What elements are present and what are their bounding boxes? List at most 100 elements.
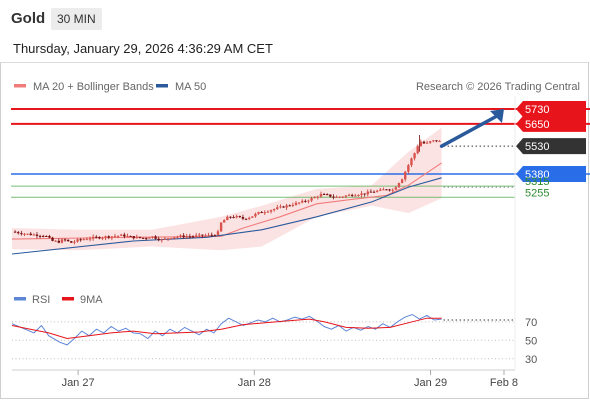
candle-body-1 <box>17 232 20 234</box>
candle-body-114 <box>369 191 373 193</box>
candle-body-132 <box>425 142 429 144</box>
chart-frame <box>0 62 589 399</box>
candle-body-56 <box>188 236 192 238</box>
candle-body-5 <box>29 233 32 236</box>
x-tick-label-1: Jan 28 <box>238 377 271 389</box>
timeframe-button[interactable]: 30 MIN <box>51 8 102 30</box>
candle-body-97 <box>316 196 320 198</box>
candle-body-111 <box>360 193 363 196</box>
candle-body-82 <box>269 210 273 212</box>
candle-body-55 <box>185 236 188 238</box>
candle-body-39 <box>135 236 139 239</box>
candle-body-30 <box>107 236 110 238</box>
candle-body-2 <box>20 233 23 235</box>
candle-body-65 <box>216 231 220 236</box>
level-label-5730: 5730 <box>525 104 549 116</box>
candle-body-44 <box>151 236 154 238</box>
level-tag-5650 <box>516 115 586 132</box>
candle-body-89 <box>291 205 295 207</box>
chart-datetime: Thursday, January 29, 2026 4:36:29 AM CE… <box>13 41 273 56</box>
candle-body-41 <box>141 237 145 239</box>
candle-body-103 <box>335 196 338 198</box>
candle-body-81 <box>266 211 270 213</box>
candle-body-93 <box>304 200 307 202</box>
candle-body-92 <box>301 200 304 203</box>
candle-body-88 <box>288 205 291 207</box>
candle-body-19 <box>73 241 76 243</box>
level-label-5650: 5650 <box>525 119 549 131</box>
candle-body-129 <box>416 146 419 154</box>
candle-body-118 <box>382 189 385 191</box>
candle-body-22 <box>82 239 85 241</box>
candle-body-130 <box>419 141 423 147</box>
candle-body-87 <box>285 205 288 208</box>
candle-body-121 <box>391 189 394 191</box>
legend-swatch-1 <box>156 84 168 88</box>
candle-body-105 <box>341 196 345 198</box>
candle-body-68 <box>226 216 229 221</box>
candle-body-99 <box>322 194 326 196</box>
candle-body-37 <box>129 235 132 237</box>
rsi-tick-70: 70 <box>525 317 537 329</box>
candle-body-86 <box>282 206 285 208</box>
candle-body-116 <box>375 190 379 192</box>
x-tick-label-0: Jan 27 <box>62 377 95 389</box>
rsi-legend-swatch-0 <box>14 297 26 301</box>
candle-body-43 <box>148 237 151 239</box>
candle-body-73 <box>241 217 245 219</box>
candle-body-120 <box>388 189 391 191</box>
legend-swatch-0 <box>14 84 26 88</box>
candle-body-6 <box>32 234 36 236</box>
candle-body-58 <box>194 235 198 237</box>
candle-body-40 <box>138 236 142 238</box>
candle-body-101 <box>329 194 332 197</box>
candle-body-135 <box>435 140 438 142</box>
candle-body-48 <box>163 238 167 240</box>
candle-body-0 <box>13 231 17 233</box>
candle-body-125 <box>404 171 407 180</box>
level-tag-5530 <box>516 138 586 155</box>
candle-body-83 <box>272 209 276 211</box>
candle-body-94 <box>307 200 310 202</box>
candle-body-16 <box>63 239 67 241</box>
level-label-5530: 5530 <box>525 141 549 153</box>
candle-body-90 <box>294 202 298 206</box>
candle-body-35 <box>123 234 126 237</box>
candle-body-136 <box>438 140 441 142</box>
candle-body-100 <box>326 194 329 196</box>
candle-body-59 <box>198 234 201 236</box>
candle-body-45 <box>154 236 157 239</box>
rsi-ma-line <box>11 317 442 340</box>
legend-label-0: MA 20 + Bollinger Bands <box>33 81 154 93</box>
attribution: Research © 2026 Trading Central <box>416 81 580 93</box>
candle-body-79 <box>260 212 263 214</box>
candle-body-78 <box>257 212 260 214</box>
candle-body-113 <box>366 191 369 195</box>
candle-body-31 <box>110 236 114 238</box>
candle-body-119 <box>385 189 388 191</box>
candle-body-17 <box>66 239 70 242</box>
candle-body-96 <box>313 197 316 199</box>
bollinger-band <box>12 127 442 251</box>
candle-body-72 <box>238 216 242 218</box>
candle-body-76 <box>251 216 254 218</box>
candle-body-63 <box>210 234 213 236</box>
candle-body-47 <box>160 239 163 241</box>
candle-body-15 <box>60 239 64 243</box>
candle-body-108 <box>350 194 354 196</box>
candle-body-107 <box>347 194 351 196</box>
candle-body-3 <box>23 233 26 235</box>
candle-body-61 <box>204 235 207 237</box>
candle-body-67 <box>223 220 226 223</box>
legend-label-1: MA 50 <box>175 81 206 93</box>
rsi-legend-label-1: 9MA <box>80 294 103 306</box>
candle-body-34 <box>120 234 123 236</box>
candle-body-95 <box>310 198 313 201</box>
level-label-5380: 5380 <box>525 169 549 181</box>
candle-body-23 <box>85 239 89 241</box>
candle-body-106 <box>344 195 348 197</box>
candle-body-134 <box>432 140 435 142</box>
candle-body-91 <box>297 202 301 204</box>
candle-body-75 <box>247 217 251 219</box>
